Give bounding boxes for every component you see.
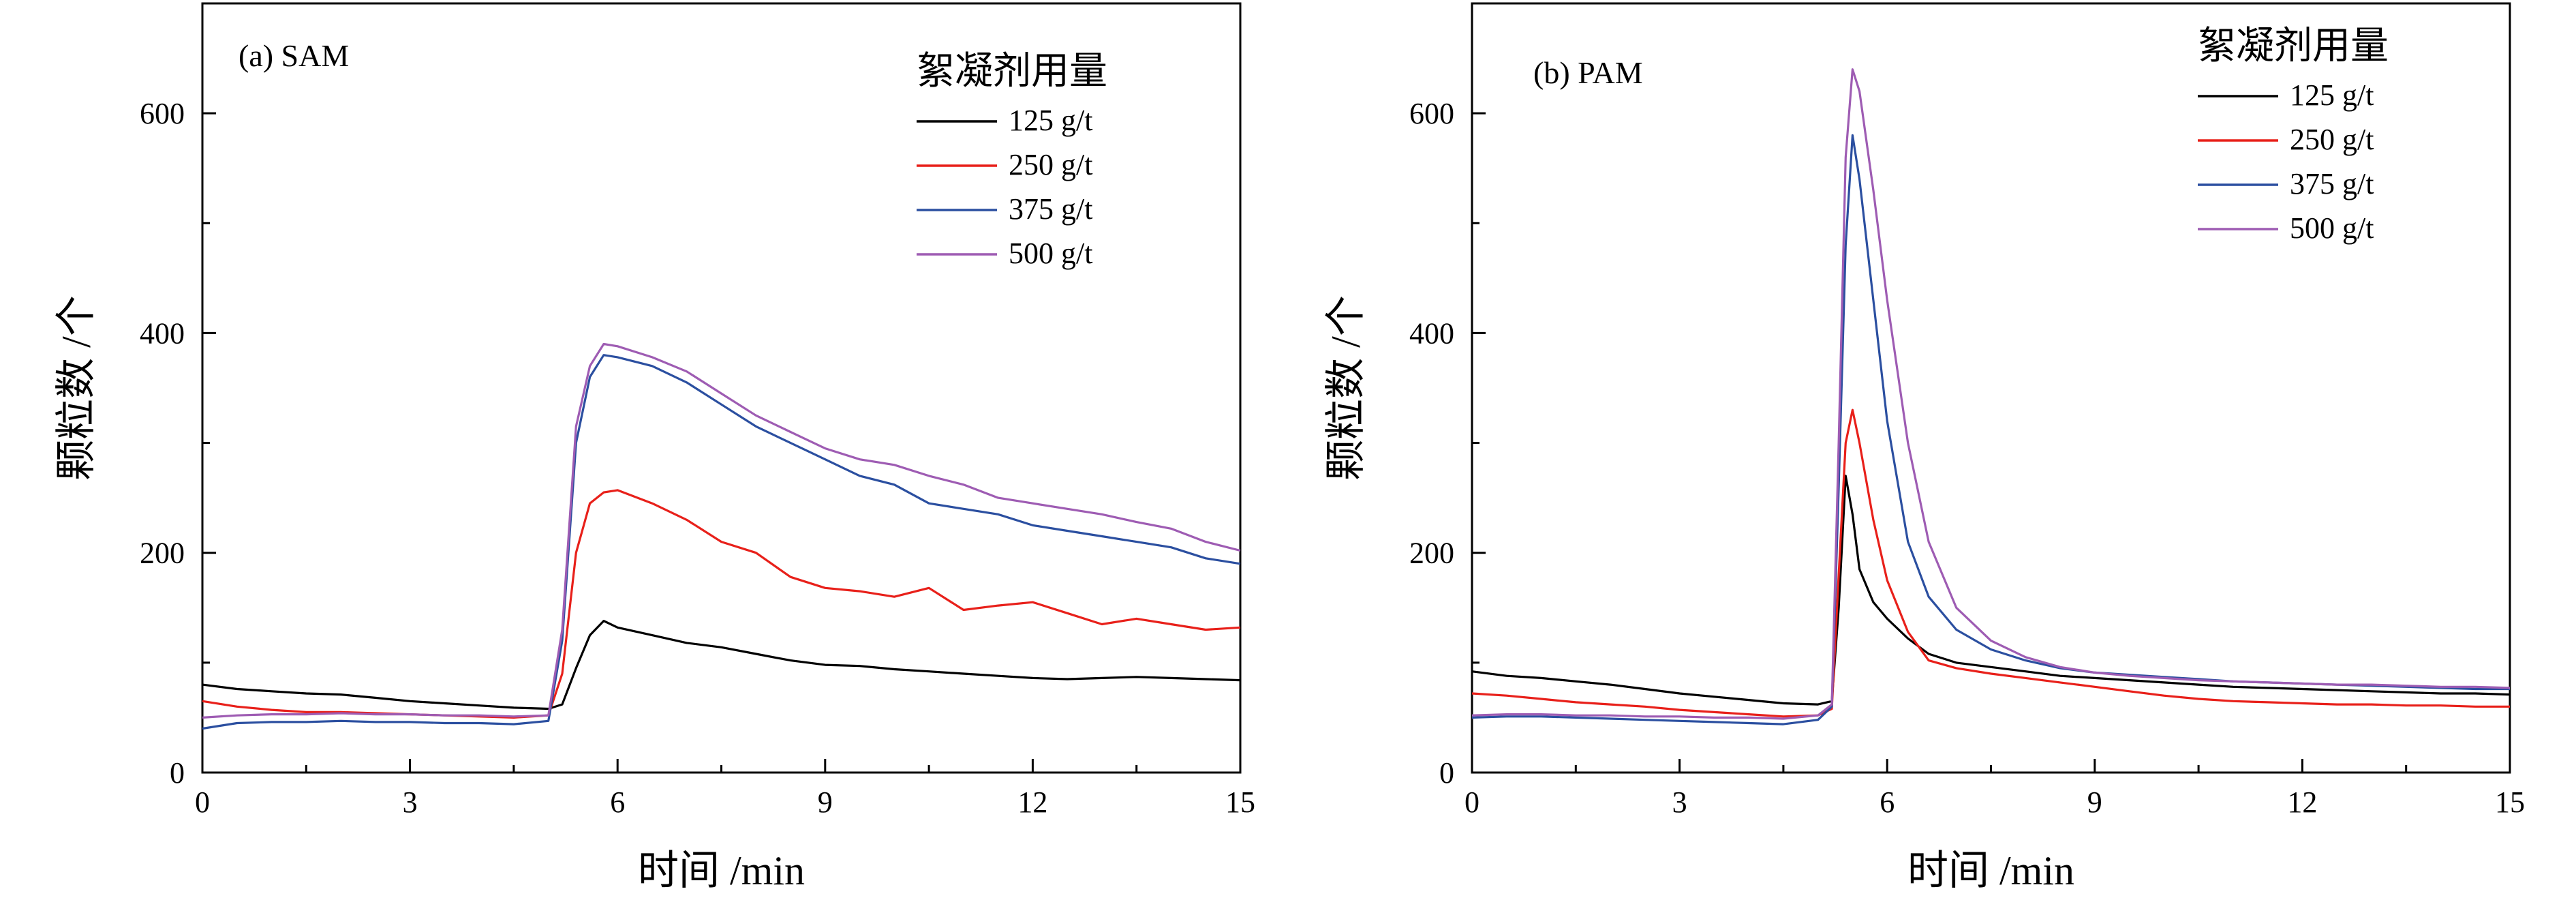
- y-tick-label: 400: [1409, 316, 1454, 350]
- legend-label: 500 g/t: [1009, 237, 1092, 270]
- legend-label: 250 g/t: [1009, 148, 1092, 181]
- x-axis-label: 时间 /min: [1907, 848, 2074, 893]
- legend-title: 絮凝剂用量: [917, 50, 1107, 93]
- series-line-500-g-t: [1471, 68, 2511, 720]
- x-tick-label: 15: [2495, 785, 2525, 819]
- y-tick-label: 600: [1409, 97, 1454, 130]
- legend-label: 375 g/t: [1009, 192, 1092, 226]
- series-line-125-g-t: [202, 620, 1241, 710]
- y-axis-label: 颗粒数 /个: [1323, 295, 1368, 481]
- legend: 絮凝剂用量 125 g/t 250 g/t 375 g/t 500 g/t: [2198, 25, 2389, 245]
- legend: 絮凝剂用量 125 g/t 250 g/t 375 g/t 500 g/t: [917, 50, 1107, 270]
- series-line-375-g-t: [202, 354, 1241, 730]
- x-tick-label: 6: [1880, 785, 1895, 819]
- series-line-250-g-t: [202, 489, 1241, 719]
- plot-frame: [1471, 2, 2511, 774]
- legend-title: 絮凝剂用量: [2198, 25, 2389, 68]
- y-tick-label: 400: [140, 316, 185, 350]
- x-tick-label: 0: [195, 785, 210, 819]
- x-tick-label: 3: [403, 785, 418, 819]
- y-tick-label: 600: [140, 97, 185, 130]
- series-line-500-g-t: [202, 342, 1241, 719]
- legend-label: 250 g/t: [2290, 123, 2374, 156]
- x-tick-label: 3: [1672, 785, 1687, 819]
- x-tick-label: 15: [1225, 785, 1255, 819]
- chart-panel-1: 0 3 6 9 12 15 0 200 400 600 时间 /min 颗粒数 /个 (a) SAM 絮凝…: [54, 2, 1255, 893]
- x-tick-label: 0: [1465, 785, 1479, 819]
- y-axis-label: 颗粒数 /个: [54, 295, 99, 481]
- x-tick-label: 9: [818, 785, 833, 819]
- panel-title: (b) PAM: [1533, 55, 1643, 90]
- legend-label: 500 g/t: [2290, 211, 2374, 245]
- legend-label: 125 g/t: [2290, 78, 2374, 112]
- y-tick-label: 0: [1439, 756, 1454, 790]
- chart-panel-2: 0 3 6 9 12 15 0 200 400 600 时间 /min 颗粒数 /个 (b) PAM 絮凝…: [1323, 2, 2525, 893]
- y-tick-label: 200: [1409, 537, 1454, 570]
- y-tick-label: 0: [170, 756, 185, 790]
- series-line-250-g-t: [1471, 408, 2510, 718]
- x-tick-label: 12: [1017, 785, 1047, 819]
- x-axis-label: 时间 /min: [638, 848, 805, 893]
- x-tick-label: 9: [2087, 785, 2102, 819]
- legend-label: 125 g/t: [1009, 104, 1092, 137]
- x-tick-label: 6: [610, 785, 625, 819]
- series-line-125-g-t: [1471, 475, 2511, 706]
- x-tick-label: 12: [2287, 785, 2317, 819]
- legend-label: 375 g/t: [2290, 167, 2374, 200]
- panel-title: (a) SAM: [239, 38, 349, 73]
- y-tick-label: 200: [140, 537, 185, 570]
